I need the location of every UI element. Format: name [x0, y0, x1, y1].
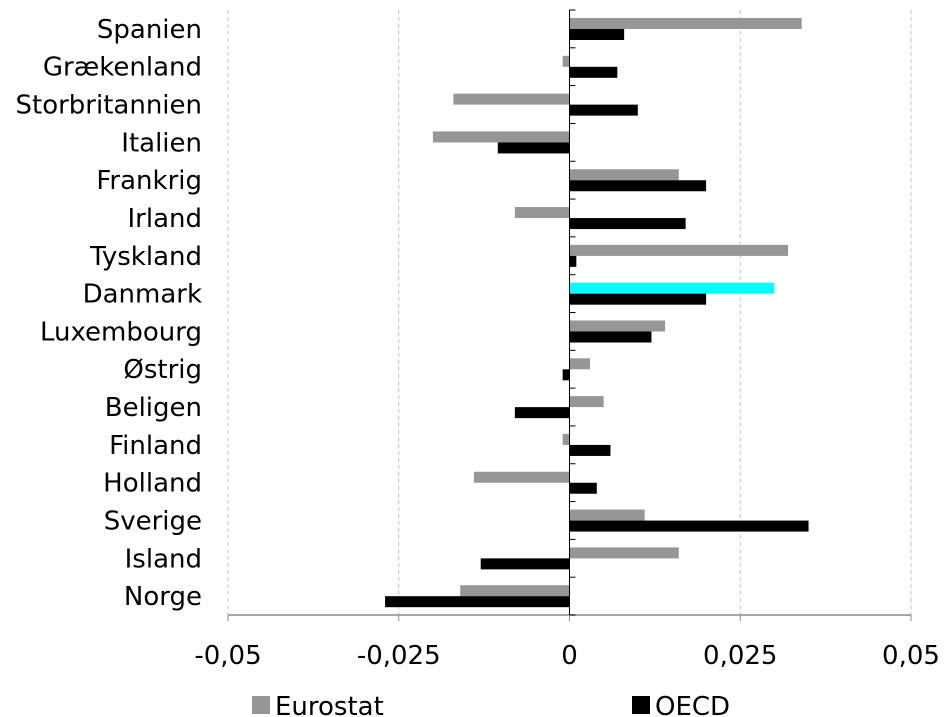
x-tick-label: 0,025	[703, 641, 777, 671]
legend-label-oecd: OECD	[655, 692, 730, 717]
bar-eurostat-italien	[432, 131, 570, 143]
category-labels: Spanien Grækenland Storbritannien Italien Fr…	[16, 15, 203, 612]
bar-oecd-frankrig	[569, 180, 707, 192]
bar-oecd-spanien	[569, 29, 625, 40]
bar-eurostat-sverige	[569, 509, 645, 521]
category-label-østrig: Østrig	[123, 355, 202, 385]
legend-swatch-oecd	[632, 696, 650, 714]
bar-oecd-island	[480, 558, 570, 570]
x-tick-labels: -0,05 -0,025 0 0,025 0,05	[194, 641, 940, 671]
category-label-grækenland: Grækenland	[43, 53, 202, 83]
bar-oecd-tyskland	[569, 255, 577, 267]
bar-oecd-grækenland	[569, 66, 618, 78]
bar-oecd-østrig	[562, 369, 570, 381]
bar-eurostat-storbritannien	[453, 93, 570, 105]
bar-eurostat-finland	[562, 433, 570, 445]
bar-eurostat-frankrig	[569, 169, 679, 181]
bar-eurostat-østrig	[569, 358, 590, 370]
category-label-luxembourg: Luxembourg	[40, 317, 202, 347]
bar-eurostat-grækenland	[562, 55, 570, 67]
bar-eurostat-holland	[473, 471, 570, 483]
bar-eurostat-spanien	[569, 18, 802, 29]
category-label-storbritannien: Storbritannien	[16, 91, 203, 121]
legend-swatch-eurostat	[252, 696, 270, 714]
bar-eurostat-irland	[514, 207, 570, 219]
bars	[385, 18, 809, 608]
category-label-irland: Irland	[128, 204, 203, 234]
bar-eurostat-beligen	[569, 396, 604, 408]
category-label-danmark: Danmark	[83, 280, 202, 310]
category-label-italien: Italien	[121, 128, 202, 158]
bar-oecd-sverige	[569, 520, 809, 532]
legend-label-eurostat: Eurostat	[275, 692, 384, 717]
bar-oecd-norge	[385, 596, 570, 608]
bar-oecd-irland	[569, 218, 686, 230]
axes	[227, 9, 912, 621]
category-label-holland: Holland	[103, 469, 202, 499]
category-label-norge: Norge	[124, 582, 202, 612]
gridlines	[227, 10, 912, 615]
x-tick-label: 0,05	[882, 641, 940, 671]
bar-eurostat-norge	[460, 585, 570, 597]
x-tick-label: -0,05	[194, 641, 261, 671]
bar-oecd-holland	[569, 482, 597, 494]
category-label-spanien: Spanien	[97, 15, 202, 45]
category-label-frankrig: Frankrig	[96, 166, 202, 196]
category-label-sverige: Sverige	[104, 506, 202, 536]
bar-eurostat-danmark	[569, 282, 775, 294]
bar-oecd-luxembourg	[569, 331, 652, 343]
bar-oecd-danmark	[569, 293, 707, 305]
bar-oecd-beligen	[514, 407, 570, 419]
bar-oecd-finland	[569, 444, 611, 456]
category-label-island: Island	[125, 544, 202, 574]
bar-eurostat-island	[569, 547, 679, 559]
category-label-beligen: Beligen	[105, 393, 202, 423]
bar-eurostat-luxembourg	[569, 320, 666, 332]
bar-eurostat-tyskland	[569, 244, 789, 256]
x-tick-label: 0	[561, 641, 578, 671]
category-label-tyskland: Tyskland	[89, 242, 202, 272]
bar-oecd-storbritannien	[569, 104, 638, 116]
x-tick-label: -0,025	[357, 641, 441, 671]
category-label-finland: Finland	[109, 431, 202, 461]
legend: Eurostat OECD	[252, 692, 730, 717]
bar-oecd-italien	[497, 142, 570, 154]
